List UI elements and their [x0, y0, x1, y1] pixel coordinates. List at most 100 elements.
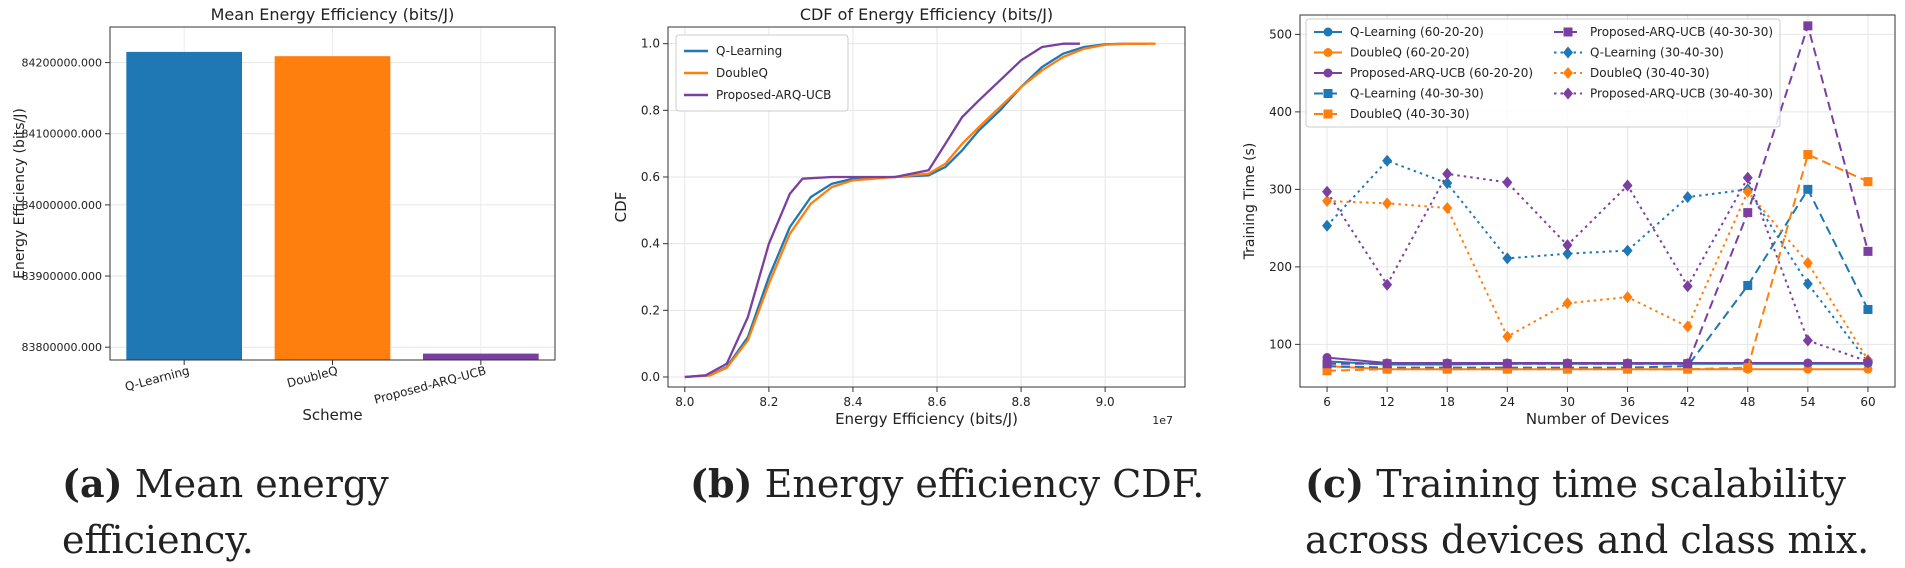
chart-c-series-line-2	[1326, 356, 1868, 364]
chart-c-point	[1502, 252, 1513, 265]
chart-c-point	[1442, 359, 1452, 369]
chart-c-point	[1382, 359, 1392, 369]
chart-b-xtick-label: 8.8	[1012, 395, 1031, 409]
chart-c-point	[1442, 177, 1453, 190]
chart-c-xtick-label: 60	[1860, 395, 1875, 409]
chart-c-point	[1382, 364, 1392, 374]
chart-c-legend-label: DoubleQ (30-40-30)	[1590, 66, 1710, 80]
chart-a-ytick-label: 83800000.000	[22, 341, 102, 354]
caption-c: (c) Training time scalability across dev…	[1305, 456, 1895, 568]
chart-c-point	[1682, 320, 1693, 333]
chart-c-legend-label: Q-Learning (30-40-30)	[1590, 46, 1724, 60]
chart-b-ytick-label: 0.2	[641, 303, 660, 317]
chart-c-point	[1502, 359, 1512, 369]
chart-c-legend-label: Q-Learning (60-20-20)	[1350, 25, 1484, 39]
chart-b-plot-frame	[667, 26, 1186, 388]
chart-b-xtick-label: 8.4	[843, 395, 862, 409]
chart-c-xtick-label: 54	[1800, 395, 1815, 409]
chart-b-ytick-label: 0.4	[641, 237, 660, 251]
chart-b-cdf-energy-efficiency: 0.0 0.2 0.4 0.6 0.8 1.0 8.0 8.2 8.4 8.6 8.8 9.0 CDF …	[612, 5, 1186, 428]
chart-c-ytick-label: 200	[1269, 260, 1292, 274]
chart-c-point	[1502, 364, 1512, 374]
chart-c-xtick-label: 6	[1323, 395, 1331, 409]
chart-c-point	[1322, 366, 1332, 376]
chart-c-point	[1803, 358, 1813, 368]
chart-c-point	[1803, 184, 1813, 194]
chart-c-legend-marker	[1563, 67, 1573, 79]
chart-c-ytick-label: 500	[1269, 27, 1292, 41]
chart-c-point	[1322, 185, 1333, 198]
chart-c-point	[1442, 364, 1452, 374]
chart-a-ytick-label: 83900000.000	[22, 270, 102, 283]
chart-c-point	[1562, 239, 1573, 252]
chart-a-xtick-label: Proposed-ARQ-UCB	[373, 363, 488, 406]
chart-b-legend-box	[675, 34, 849, 112]
chart-c-ytick-label: 400	[1269, 105, 1292, 119]
chart-c-point	[1322, 195, 1333, 207]
chart-b-legend-label: DoubleQ	[716, 66, 768, 80]
chart-c-xtick-label: 30	[1560, 395, 1575, 409]
chart-c-legend-marker	[1323, 48, 1333, 57]
chart-c-point	[1382, 154, 1393, 167]
chart-c-point	[1682, 280, 1693, 293]
chart-c-xtick-label: 48	[1740, 395, 1755, 409]
chart-c-point	[1562, 297, 1573, 310]
chart-c-point	[1623, 359, 1633, 369]
chart-a-mean-energy-efficiency: 83800000.000 83900000.000 84000000.000 8410…	[12, 5, 556, 424]
chart-c-legend-label: DoubleQ (60-20-20)	[1350, 46, 1470, 60]
chart-c-point	[1802, 257, 1813, 269]
chart-c-training-time: 100 200 300 400 500 6 12 18 24 30 36 42 48 54 60 Number…	[1242, 14, 1896, 428]
figure-canvas: 83800000.000 83900000.000 84000000.000 8410…	[12, 5, 1896, 428]
chart-b-series-line-0	[684, 42, 1148, 379]
chart-c-series-line-7	[1326, 189, 1869, 361]
chart-b-xtick-label: 9.0	[1096, 395, 1115, 409]
chart-c-xtick-label: 36	[1620, 395, 1635, 409]
chart-b-ytick-label: 1.0	[641, 37, 660, 51]
chart-c-legend-marker	[1563, 27, 1573, 37]
chart-c-series-line-3	[1326, 187, 1869, 369]
chart-c-point	[1742, 185, 1753, 198]
chart-c-legend-label: Proposed-ARQ-UCB (30-40-30)	[1590, 87, 1773, 101]
chart-c-point	[1502, 330, 1513, 343]
chart-b-xtick-label: 8.0	[675, 395, 694, 409]
chart-c-series-line-6	[1326, 159, 1869, 363]
chart-c-xlabel: Number of Devices	[1526, 410, 1670, 428]
chart-a-ytick-label: 84000000.000	[22, 199, 102, 212]
chart-c-legend-box	[1305, 18, 1781, 128]
chart-c-point	[1442, 201, 1453, 214]
chart-c-point	[1622, 291, 1633, 304]
chart-c-point	[1623, 364, 1633, 374]
chart-a-xlabel: Scheme	[302, 406, 362, 424]
chart-b-title: CDF of Energy Efficiency (bits/J)	[800, 5, 1053, 24]
chart-c-point	[1622, 179, 1633, 192]
caption-c-tag: (c)	[1305, 461, 1365, 506]
chart-c-point	[1863, 177, 1873, 187]
chart-a-xtick-label: DoubleQ	[285, 363, 339, 390]
chart-c-point	[1322, 219, 1333, 232]
chart-c-point	[1382, 278, 1393, 291]
chart-c-xtick-label: 24	[1500, 395, 1515, 409]
chart-a-xtick-label: Q-Learning	[123, 363, 191, 394]
chart-a-bar-proposed-arq-ucb	[422, 353, 539, 360]
chart-c-ylabel: Training Time (s)	[1242, 143, 1258, 261]
chart-c-point	[1802, 334, 1813, 347]
caption-a-tag: (a)	[62, 461, 123, 506]
chart-c-legend-marker	[1563, 87, 1573, 100]
chart-b-xlabel: Energy Efficiency (bits/J)	[835, 410, 1018, 428]
chart-c-point	[1742, 171, 1753, 184]
caption-c-text: Training time scalability across devices…	[1305, 462, 1870, 562]
chart-b-xtick-label: 8.2	[759, 395, 778, 409]
chart-c-point	[1862, 355, 1873, 368]
chart-b-series-line-1	[684, 42, 1156, 379]
chart-a-ytick-label: 84100000.000	[22, 128, 102, 141]
chart-b-legend-label: Proposed-ARQ-UCB	[716, 88, 831, 102]
chart-c-point	[1322, 359, 1332, 369]
chart-c-point	[1802, 277, 1813, 290]
caption-b-text: Energy efficiency CDF.	[764, 462, 1205, 506]
chart-c-point	[1562, 359, 1572, 369]
chart-c-point	[1863, 305, 1873, 314]
chart-c-point	[1803, 21, 1813, 31]
chart-c-series-line-4	[1326, 153, 1869, 372]
chart-c-xtick-label: 12	[1380, 395, 1395, 409]
chart-c-point	[1442, 167, 1453, 180]
